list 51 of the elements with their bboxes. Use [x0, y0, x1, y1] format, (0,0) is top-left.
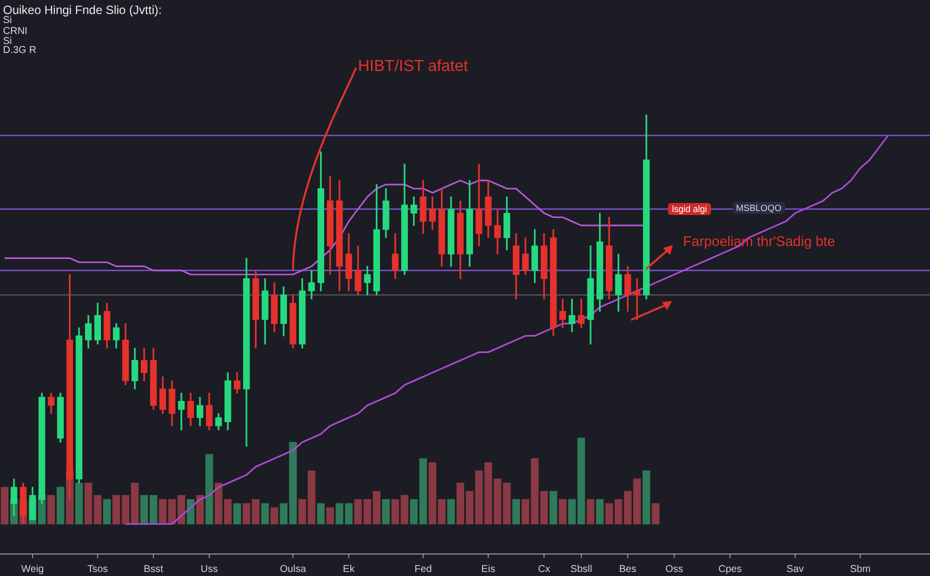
x-tick-label: Sbsll [570, 564, 592, 575]
bar [317, 503, 325, 524]
bar [642, 470, 650, 524]
bar [196, 495, 204, 524]
bar [586, 499, 594, 524]
x-tick-label: Cpes [718, 564, 742, 575]
x-tick-label: Ek [342, 564, 356, 575]
x-tick-label: Sbm [850, 564, 871, 575]
annotation: MSBLOQO [733, 202, 785, 214]
bar [270, 507, 278, 524]
x-tick-label: Sav [786, 564, 804, 575]
annotation: lsgid algi [668, 203, 712, 215]
x-tick-label: Uss [200, 564, 218, 575]
text: D.3G R [3, 45, 36, 56]
text: Si [3, 15, 12, 26]
text: Si [3, 36, 12, 47]
x-tick-label: Oss [665, 564, 684, 575]
bar [103, 499, 111, 524]
bar [84, 482, 92, 524]
bar [447, 499, 455, 524]
bar [512, 499, 520, 524]
bar [0, 486, 8, 524]
bar [382, 499, 390, 524]
bar [410, 499, 418, 524]
x-tick-label: Weig [21, 564, 44, 575]
bar [186, 499, 194, 524]
x-tick-label: Oulsa [280, 564, 306, 575]
bar [261, 503, 269, 524]
bar [652, 503, 660, 524]
annotation: HIBT/IST afatet [358, 58, 468, 76]
bar [596, 499, 604, 524]
bar [47, 495, 55, 524]
chart-title: Ouikeo Hingi Fnde Slio (Jvtti): [3, 3, 162, 17]
bar [550, 490, 558, 524]
x-tick-label: Bsst [144, 564, 164, 575]
bar [75, 482, 83, 524]
x-tick-label: Bes [619, 564, 636, 575]
bar [558, 499, 566, 524]
text: CRNI [3, 26, 28, 37]
x-tick-label: Tsos [87, 564, 108, 575]
bar [205, 454, 214, 524]
x-tick-label: Eis [481, 564, 496, 575]
bar [372, 490, 380, 524]
bar [233, 503, 241, 524]
bar [456, 482, 464, 524]
bar [94, 495, 102, 524]
x-tick-label: Cx [538, 564, 550, 575]
bar [326, 507, 334, 524]
bar [419, 458, 427, 524]
bar [56, 486, 64, 524]
x-tick-label: Fed [414, 564, 432, 575]
